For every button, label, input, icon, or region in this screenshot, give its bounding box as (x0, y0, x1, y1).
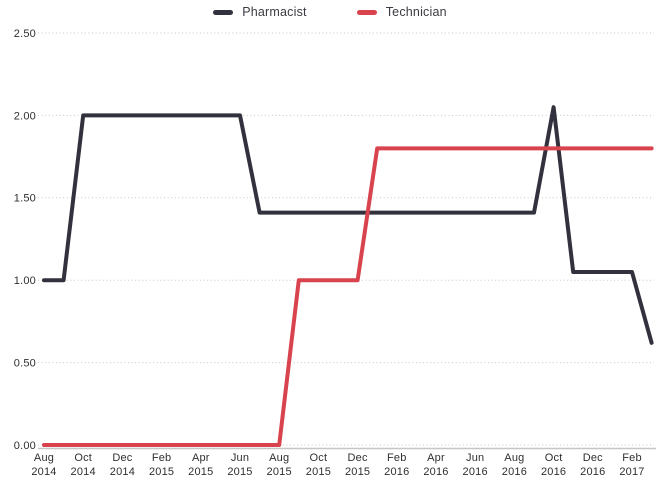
x-tick-label: 2014 (71, 466, 96, 478)
x-tick-label: Apr (192, 452, 210, 464)
x-tick-label: Feb (387, 452, 407, 464)
chart-legend: Pharmacist Technician (0, 2, 660, 22)
x-tick-label: 2015 (188, 466, 213, 478)
legend-item-technician: Technician (356, 5, 447, 19)
x-tick-label: 2014 (110, 466, 135, 478)
y-tick-label: 2.50 (14, 28, 36, 40)
technician-line (42, 146, 654, 447)
x-tick-label: 2015 (267, 466, 292, 478)
legend-label-pharmacist: Pharmacist (242, 5, 307, 19)
x-tick-label: 2016 (502, 466, 527, 478)
x-tick-label: 2016 (541, 466, 566, 478)
y-tick-label: 1.00 (14, 275, 36, 287)
pharmacist-line-swatch (213, 9, 234, 15)
technician-line-swatch (356, 9, 377, 15)
x-tick-label: Aug (269, 452, 289, 464)
x-tick-label: 2015 (227, 466, 252, 478)
x-tick-label: 2016 (580, 466, 605, 478)
x-tick-label: Jun (231, 452, 249, 464)
x-tick-label: Dec (112, 452, 132, 464)
x-tick-label: 2017 (619, 466, 644, 478)
x-tick-label: 2016 (423, 466, 448, 478)
x-tick-label: Oct (545, 452, 563, 464)
y-tick-label: 2.00 (14, 110, 36, 122)
x-tick-label: 2016 (384, 466, 409, 478)
x-tick-label: Dec (583, 452, 603, 464)
x-tick-label: 2016 (463, 466, 488, 478)
x-tick-label: 2015 (345, 466, 370, 478)
y-tick-label: 1.50 (14, 193, 36, 205)
pharmacist-line (42, 105, 654, 345)
x-tick-label: Apr (427, 452, 445, 464)
x-tick-label: 2015 (306, 466, 331, 478)
x-tick-label: Oct (310, 452, 328, 464)
x-tick-label: 2014 (31, 466, 56, 478)
legend-item-pharmacist: Pharmacist (213, 5, 307, 19)
x-tick-label: Dec (348, 452, 368, 464)
x-tick-label: Aug (504, 452, 524, 464)
y-tick-label: 0.50 (14, 357, 36, 369)
y-tick-label: 0.00 (14, 440, 36, 452)
x-tick-label: 2015 (149, 466, 174, 478)
x-tick-label: Aug (34, 452, 54, 464)
x-tick-label: Oct (74, 452, 92, 464)
x-tick-label: Feb (152, 452, 172, 464)
legend-label-technician: Technician (385, 5, 447, 19)
x-tick-label: Feb (622, 452, 642, 464)
x-tick-label: Jun (466, 452, 484, 464)
